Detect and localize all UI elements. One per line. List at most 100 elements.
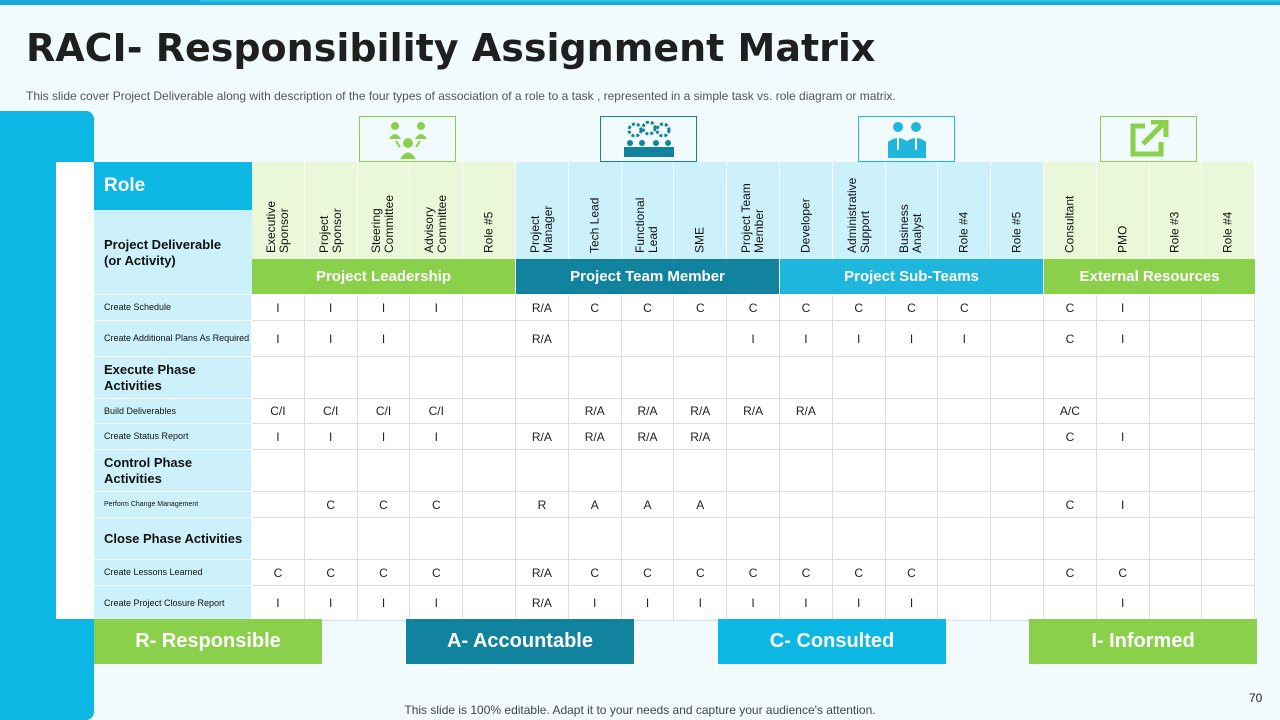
matrix-cell bbox=[463, 321, 516, 357]
matrix-cell: C bbox=[621, 560, 675, 586]
matrix-cell bbox=[568, 518, 622, 560]
page-title: RACI- Responsibility Assignment Matrix bbox=[26, 26, 876, 70]
matrix-cell bbox=[1149, 321, 1203, 357]
matrix-cell: C bbox=[832, 560, 886, 586]
column-header: Role #4 bbox=[1202, 162, 1256, 259]
matrix-cell: R bbox=[516, 492, 569, 518]
matrix-cell bbox=[304, 450, 358, 492]
matrix-cell bbox=[621, 518, 675, 560]
matrix-cell bbox=[1096, 399, 1150, 424]
matrix-cell bbox=[885, 518, 939, 560]
matrix-cell bbox=[1202, 357, 1256, 399]
matrix-cell: C bbox=[568, 560, 622, 586]
matrix-cell bbox=[463, 492, 516, 518]
matrix-cell bbox=[1149, 450, 1203, 492]
matrix-cell: I bbox=[410, 424, 464, 450]
matrix-cell: I bbox=[252, 586, 305, 621]
matrix-cell bbox=[1044, 518, 1097, 560]
matrix-cell: R/A bbox=[621, 399, 675, 424]
matrix-cell bbox=[252, 357, 305, 399]
matrix-cell bbox=[252, 492, 305, 518]
matrix-cell: I bbox=[357, 321, 411, 357]
row-label: Create Lessons Learned bbox=[94, 560, 251, 586]
column-header: SME bbox=[674, 162, 728, 259]
matrix-cell: C bbox=[304, 560, 358, 586]
row-label: Close Phase Activities bbox=[94, 518, 251, 560]
matrix-cell bbox=[674, 357, 728, 399]
matrix-cell bbox=[252, 450, 305, 492]
matrix-cell bbox=[991, 492, 1044, 518]
column-header: Administrative Support bbox=[832, 162, 886, 259]
matrix-cell bbox=[991, 586, 1044, 621]
matrix-cell: I bbox=[621, 586, 675, 621]
matrix-cell: I bbox=[727, 321, 780, 357]
top-accent-line bbox=[200, 0, 1280, 2]
matrix-cell bbox=[1149, 560, 1203, 586]
column-header-label: Consultant bbox=[1062, 195, 1077, 253]
column-header-label: Role #3 bbox=[1167, 211, 1182, 253]
matrix-cell: I bbox=[780, 321, 833, 357]
matrix-cell: C bbox=[304, 492, 358, 518]
row-label: Perform Change Management bbox=[94, 492, 251, 518]
matrix-cell bbox=[938, 424, 992, 450]
matrix-cell: R/A bbox=[621, 424, 675, 450]
external-link-icon bbox=[1130, 120, 1168, 157]
matrix-cell bbox=[463, 586, 516, 621]
matrix-cell bbox=[780, 424, 833, 450]
matrix-cell bbox=[938, 492, 992, 518]
column-header-label: SME bbox=[692, 226, 707, 253]
business-people-icon bbox=[887, 122, 926, 158]
matrix-cell bbox=[1149, 399, 1203, 424]
matrix-cell bbox=[463, 424, 516, 450]
matrix-cell bbox=[938, 586, 992, 621]
matrix-cell bbox=[1202, 424, 1256, 450]
matrix-cell: I bbox=[1096, 586, 1150, 621]
matrix-cell: C/I bbox=[357, 399, 411, 424]
matrix-cell: I bbox=[357, 586, 411, 621]
matrix-cell: I bbox=[780, 586, 833, 621]
matrix-cell: C bbox=[885, 560, 939, 586]
page-subtitle: This slide cover Project Deliverable alo… bbox=[26, 89, 896, 103]
matrix-cell: I bbox=[1096, 492, 1150, 518]
matrix-cell bbox=[1149, 295, 1203, 321]
matrix-cell: C bbox=[674, 560, 728, 586]
matrix-cell bbox=[1202, 321, 1256, 357]
matrix-cell bbox=[991, 560, 1044, 586]
group-band: Project Sub-Teams bbox=[780, 259, 1043, 294]
matrix-cell bbox=[1149, 492, 1203, 518]
matrix-cell bbox=[1044, 586, 1097, 621]
column-header: Project Manager bbox=[516, 162, 569, 259]
matrix-cell bbox=[516, 399, 569, 424]
matrix-cell bbox=[832, 518, 886, 560]
matrix-cell bbox=[621, 357, 675, 399]
matrix-cell bbox=[1096, 450, 1150, 492]
matrix-cell bbox=[991, 450, 1044, 492]
matrix-cell: C bbox=[1044, 560, 1097, 586]
column-header: Role #5 bbox=[991, 162, 1044, 259]
column-header: Developer bbox=[780, 162, 833, 259]
matrix-cell bbox=[1149, 586, 1203, 621]
row-label: Create Status Report bbox=[94, 424, 251, 450]
matrix-cell: I bbox=[410, 586, 464, 621]
matrix-cell bbox=[885, 399, 939, 424]
matrix-cell: R/A bbox=[727, 399, 780, 424]
matrix-cell bbox=[1202, 492, 1256, 518]
column-header: Role #4 bbox=[938, 162, 992, 259]
matrix-cell: R/A bbox=[780, 399, 833, 424]
matrix-cell bbox=[1202, 560, 1256, 586]
matrix-cell: R/A bbox=[516, 424, 569, 450]
column-header-label: Executive Sponsor bbox=[263, 200, 291, 253]
matrix-cell bbox=[463, 399, 516, 424]
matrix-cell bbox=[463, 518, 516, 560]
matrix-cell bbox=[357, 450, 411, 492]
matrix-cell: A bbox=[621, 492, 675, 518]
matrix-cell: I bbox=[304, 424, 358, 450]
matrix-cell: R/A bbox=[674, 424, 728, 450]
group-band: Project Team Member bbox=[516, 259, 779, 294]
matrix-cell: C bbox=[674, 295, 728, 321]
column-header-label: Project Sponsor bbox=[316, 208, 344, 253]
column-header: Role #5 bbox=[463, 162, 516, 259]
matrix-cell bbox=[991, 357, 1044, 399]
matrix-cell bbox=[463, 450, 516, 492]
column-header: Business Analyst bbox=[885, 162, 939, 259]
